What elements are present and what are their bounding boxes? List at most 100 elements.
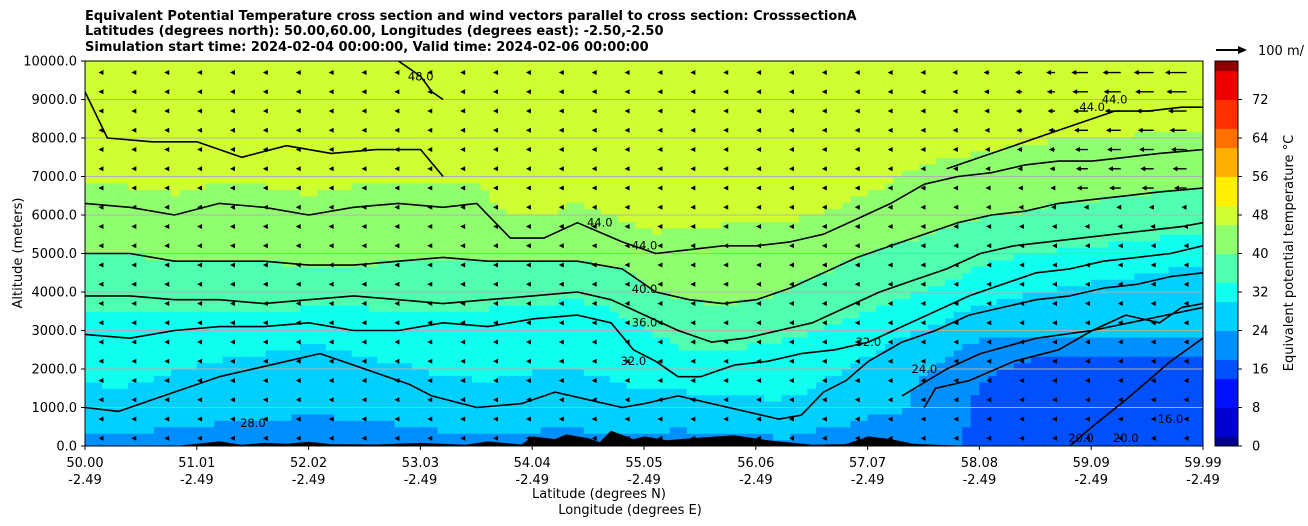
field-cell	[738, 311, 748, 319]
field-cell	[308, 407, 318, 415]
field-cell	[747, 388, 757, 396]
field-cell	[171, 324, 181, 332]
field-cell	[429, 93, 439, 101]
field-cell	[420, 189, 430, 197]
field-cell	[274, 131, 284, 139]
field-cell	[549, 67, 559, 75]
field-cell	[386, 336, 396, 344]
field-cell	[248, 311, 258, 319]
field-cell	[446, 61, 456, 69]
field-cell	[214, 388, 224, 396]
field-cell	[334, 86, 344, 94]
field-cell	[145, 195, 155, 203]
field-cell	[360, 304, 370, 312]
field-cell	[626, 311, 636, 319]
field-cell	[119, 407, 129, 415]
field-cell	[540, 163, 550, 171]
field-cell	[618, 420, 628, 428]
field-cell	[566, 292, 576, 300]
field-cell	[403, 433, 413, 441]
field-cell	[386, 227, 396, 235]
field-cell	[635, 311, 645, 319]
field-cell	[454, 304, 464, 312]
field-cell	[317, 356, 327, 364]
field-cell	[282, 202, 292, 210]
field-cell	[188, 202, 198, 210]
field-cell	[532, 105, 542, 113]
field-cell	[652, 163, 662, 171]
field-cell	[790, 240, 800, 248]
field-cell	[523, 375, 533, 383]
field-cell	[411, 86, 421, 94]
field-cell	[480, 163, 490, 171]
field-cell	[282, 401, 292, 409]
field-cell	[325, 259, 335, 267]
field-cell	[429, 426, 439, 434]
field-cell	[394, 170, 404, 178]
field-cell	[601, 279, 611, 287]
field-cell	[110, 99, 120, 107]
field-cell	[300, 202, 310, 210]
field-cell	[325, 176, 335, 184]
field-cell	[205, 279, 215, 287]
field-cell	[661, 195, 671, 203]
field-cell	[712, 125, 722, 133]
field-cell	[454, 157, 464, 165]
field-cell	[282, 285, 292, 293]
field-cell	[644, 234, 654, 242]
field-cell	[790, 170, 800, 178]
field-cell	[214, 356, 224, 364]
field-cell	[377, 86, 387, 94]
field-cell	[678, 118, 688, 126]
field-cell	[609, 170, 619, 178]
field-cell	[317, 394, 327, 402]
field-cell	[239, 195, 249, 203]
field-cell	[721, 394, 731, 402]
field-cell	[454, 317, 464, 325]
field-cell	[506, 67, 516, 75]
field-cell	[454, 144, 464, 152]
field-cell	[523, 247, 533, 255]
field-cell	[239, 99, 249, 107]
field-cell	[497, 138, 507, 146]
field-cell	[265, 61, 275, 69]
field-cell	[386, 433, 396, 441]
field-cell	[308, 93, 318, 101]
field-cell	[730, 394, 740, 402]
field-cell	[248, 253, 258, 261]
field-cell	[188, 157, 198, 165]
field-cell	[755, 176, 765, 184]
field-cell	[93, 189, 103, 197]
field-cell	[343, 336, 353, 344]
field-cell	[601, 208, 611, 216]
field-cell	[257, 413, 267, 421]
field-cell	[386, 247, 396, 255]
field-cell	[446, 131, 456, 139]
field-cell	[721, 343, 731, 351]
field-cell	[386, 170, 396, 178]
field-cell	[755, 292, 765, 300]
field-cell	[214, 401, 224, 409]
field-cell	[265, 369, 275, 377]
field-cell	[515, 125, 525, 133]
field-cell	[532, 369, 542, 377]
field-cell	[351, 80, 361, 88]
field-cell	[145, 394, 155, 402]
field-cell	[480, 105, 490, 113]
field-cell	[626, 105, 636, 113]
field-cell	[317, 304, 327, 312]
field-cell	[532, 356, 542, 364]
field-cell	[626, 272, 636, 280]
field-cell	[566, 125, 576, 133]
field-cell	[231, 125, 241, 133]
field-cell	[308, 375, 318, 383]
field-cell	[231, 381, 241, 389]
field-cell	[583, 266, 593, 274]
field-cell	[566, 298, 576, 306]
field-cell	[403, 163, 413, 171]
field-cell	[231, 272, 241, 280]
field-cell	[609, 202, 619, 210]
field-cell	[351, 330, 361, 338]
field-cell	[790, 61, 800, 69]
field-cell	[601, 343, 611, 351]
